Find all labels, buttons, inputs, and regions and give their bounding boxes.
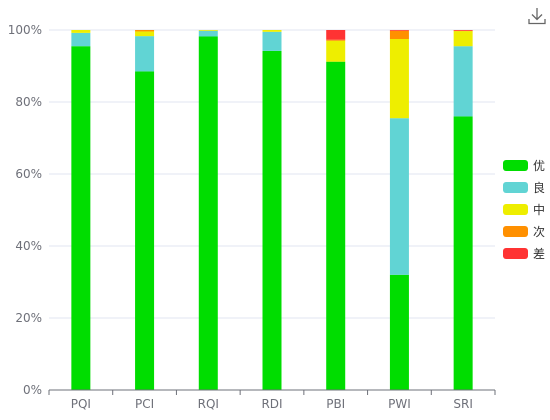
legend-swatch xyxy=(503,226,528,237)
legend-item-1[interactable]: 良 xyxy=(503,180,545,195)
legend-label: 优 xyxy=(533,159,545,173)
bar-segment-pci-0[interactable] xyxy=(135,71,155,391)
legend-label: 良 xyxy=(533,180,545,195)
legend-item-2[interactable]: 中 xyxy=(503,202,545,217)
bar-segment-pci-3[interactable] xyxy=(135,30,155,32)
bar-segment-sri-1[interactable] xyxy=(453,46,473,117)
x-tick-label: RDI xyxy=(261,397,282,411)
legend-swatch xyxy=(503,204,528,215)
legend-label: 次 xyxy=(533,225,545,239)
x-tick-label: SRI xyxy=(453,397,473,411)
axes: 0% 20% 40% 60% 80% 100% PQI PCI RQI RDI PBI PWI SRI xyxy=(8,23,496,411)
bar-segment-pbi-0[interactable] xyxy=(326,61,346,391)
bar-segment-rqi-0[interactable] xyxy=(198,36,218,390)
x-tick-label: PWI xyxy=(388,397,411,411)
bar-segment-pbi-2[interactable] xyxy=(326,40,346,62)
legend-item-0[interactable]: 优 xyxy=(503,159,545,173)
y-tick-label: 80% xyxy=(15,95,42,109)
bar-segment-sri-2[interactable] xyxy=(453,31,473,47)
x-tick-label: PBI xyxy=(326,397,345,411)
legend-swatch xyxy=(503,248,528,259)
bar-segment-sri-4[interactable] xyxy=(453,30,473,31)
y-tick-label: 0% xyxy=(23,383,42,397)
bar-segment-sri-0[interactable] xyxy=(453,116,473,391)
bar-segment-pqi-2[interactable] xyxy=(71,30,91,33)
bar-segment-pwi-0[interactable] xyxy=(389,274,409,390)
legend-item-3[interactable]: 次 xyxy=(503,225,545,239)
bar-segment-pwi-2[interactable] xyxy=(389,39,409,119)
y-tick-label: 60% xyxy=(15,167,42,181)
bar-segment-pci-2[interactable] xyxy=(135,31,155,37)
bar-segment-pci-1[interactable] xyxy=(135,36,155,72)
bar-segment-pbi-3[interactable] xyxy=(326,39,346,41)
bar-segment-rqi-1[interactable] xyxy=(198,30,218,37)
bar-segment-rqi-2[interactable] xyxy=(198,30,218,31)
bar-segment-rdi-1[interactable] xyxy=(262,31,282,51)
bar-segment-pwi-1[interactable] xyxy=(389,118,409,275)
bar-segment-rdi-2[interactable] xyxy=(262,30,282,32)
legend-swatch xyxy=(503,160,528,171)
legend-item-4[interactable]: 差 xyxy=(503,247,545,261)
legend-swatch xyxy=(503,182,528,193)
legend-label: 差 xyxy=(533,247,545,261)
legend-label: 中 xyxy=(533,202,545,217)
bar-segment-pbi-4[interactable] xyxy=(326,30,346,40)
bars xyxy=(71,30,473,391)
x-tick-label: PCI xyxy=(135,397,154,411)
bar-segment-rdi-0[interactable] xyxy=(262,50,282,390)
download-icon[interactable] xyxy=(526,5,548,27)
y-tick-label: 40% xyxy=(15,239,42,253)
x-tick-label: RQI xyxy=(198,397,219,411)
x-tick-label: PQI xyxy=(71,397,91,411)
bar-segment-pqi-0[interactable] xyxy=(71,46,91,390)
bar-segment-pwi-3[interactable] xyxy=(389,30,409,39)
bar-segment-pqi-1[interactable] xyxy=(71,32,91,47)
bar-segment-pwi-4[interactable] xyxy=(389,30,409,31)
y-tick-label: 20% xyxy=(15,311,42,325)
y-tick-label: 100% xyxy=(8,23,42,37)
